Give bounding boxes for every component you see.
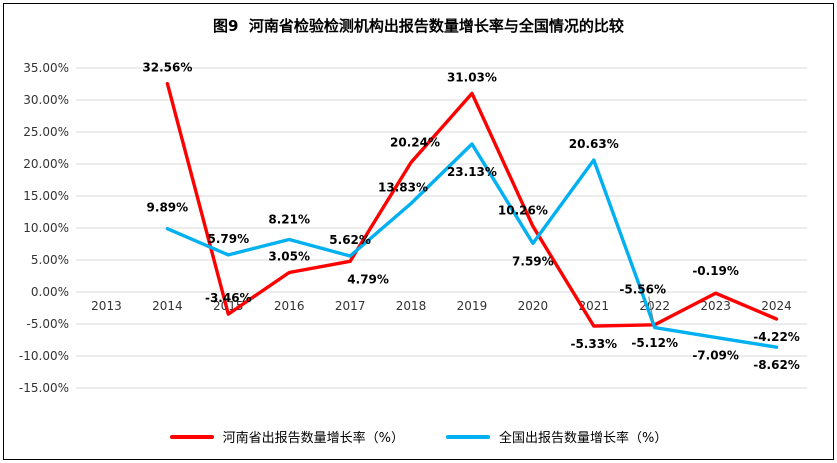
svg-text:2024: 2024 [761, 299, 792, 313]
svg-text:-5.00%: -5.00% [27, 317, 69, 331]
svg-text:7.59%: 7.59% [512, 254, 554, 268]
svg-text:-15.00%: -15.00% [19, 381, 69, 395]
svg-text:-7.09%: -7.09% [692, 348, 739, 362]
svg-text:2016: 2016 [274, 299, 305, 313]
svg-text:-5.12%: -5.12% [631, 336, 678, 350]
legend-item-national: 全国出报告数量增长率（%） [446, 427, 667, 446]
svg-text:9.89%: 9.89% [147, 201, 189, 215]
chart-frame: 图9 河南省检验检测机构出报告数量增长率与全国情况的比较 35.00% 30.00… [3, 3, 834, 460]
svg-text:35.00%: 35.00% [23, 61, 69, 75]
svg-text:30.00%: 30.00% [23, 93, 69, 107]
svg-text:10.26%: 10.26% [498, 203, 548, 217]
svg-text:23.13%: 23.13% [447, 165, 497, 179]
legend-label-national: 全国出报告数量增长率（%） [499, 431, 668, 446]
svg-text:13.83%: 13.83% [378, 180, 428, 194]
svg-text:2023: 2023 [700, 299, 731, 313]
svg-text:2021: 2021 [579, 299, 610, 313]
svg-text:25.00%: 25.00% [23, 125, 69, 139]
legend-line-henan-swatch [169, 434, 214, 439]
svg-text:10.00%: 10.00% [23, 221, 69, 235]
svg-text:-0.19%: -0.19% [692, 264, 739, 278]
svg-text:4.79%: 4.79% [347, 272, 389, 286]
svg-text:2018: 2018 [396, 299, 427, 313]
svg-text:-3.46%: -3.46% [205, 291, 252, 305]
svg-text:2014: 2014 [152, 299, 183, 313]
svg-text:0.00%: 0.00% [31, 285, 69, 299]
svg-text:20.63%: 20.63% [569, 137, 619, 151]
svg-text:5.62%: 5.62% [329, 233, 371, 247]
svg-text:8.21%: 8.21% [268, 212, 310, 226]
svg-text:-5.33%: -5.33% [570, 337, 617, 351]
svg-text:-8.62%: -8.62% [753, 358, 800, 372]
legend-line-national-swatch [446, 434, 490, 439]
svg-text:20.00%: 20.00% [23, 157, 69, 171]
svg-text:2013: 2013 [91, 299, 122, 313]
svg-text:-5.56%: -5.56% [619, 283, 666, 297]
svg-text:2019: 2019 [457, 299, 488, 313]
svg-text:5.00%: 5.00% [31, 253, 69, 267]
chart-title: 图9 河南省检验检测机构出报告数量增长率与全国情况的比较 [213, 17, 624, 35]
svg-text:2017: 2017 [335, 299, 366, 313]
svg-text:20.24%: 20.24% [390, 135, 440, 149]
svg-text:2020: 2020 [518, 299, 549, 313]
svg-text:15.00%: 15.00% [23, 189, 69, 203]
line-chart: 35.00% 30.00% 25.00% 20.00% 15.00% 10.00% 5.00… [19, 61, 807, 395]
legend-item-henan: 河南省出报告数量增长率（%） [169, 427, 404, 446]
svg-text:32.56%: 32.56% [142, 61, 192, 75]
svg-text:3.05%: 3.05% [268, 249, 310, 263]
legend: 河南省出报告数量增长率（%） 全国出报告数量增长率（%） [4, 427, 833, 446]
legend-label-henan: 河南省出报告数量增长率（%） [222, 431, 404, 446]
svg-text:-4.22%: -4.22% [753, 330, 800, 344]
svg-text:5.79%: 5.79% [207, 232, 249, 246]
svg-text:-10.00%: -10.00% [19, 349, 69, 363]
svg-text:31.03%: 31.03% [447, 70, 497, 84]
